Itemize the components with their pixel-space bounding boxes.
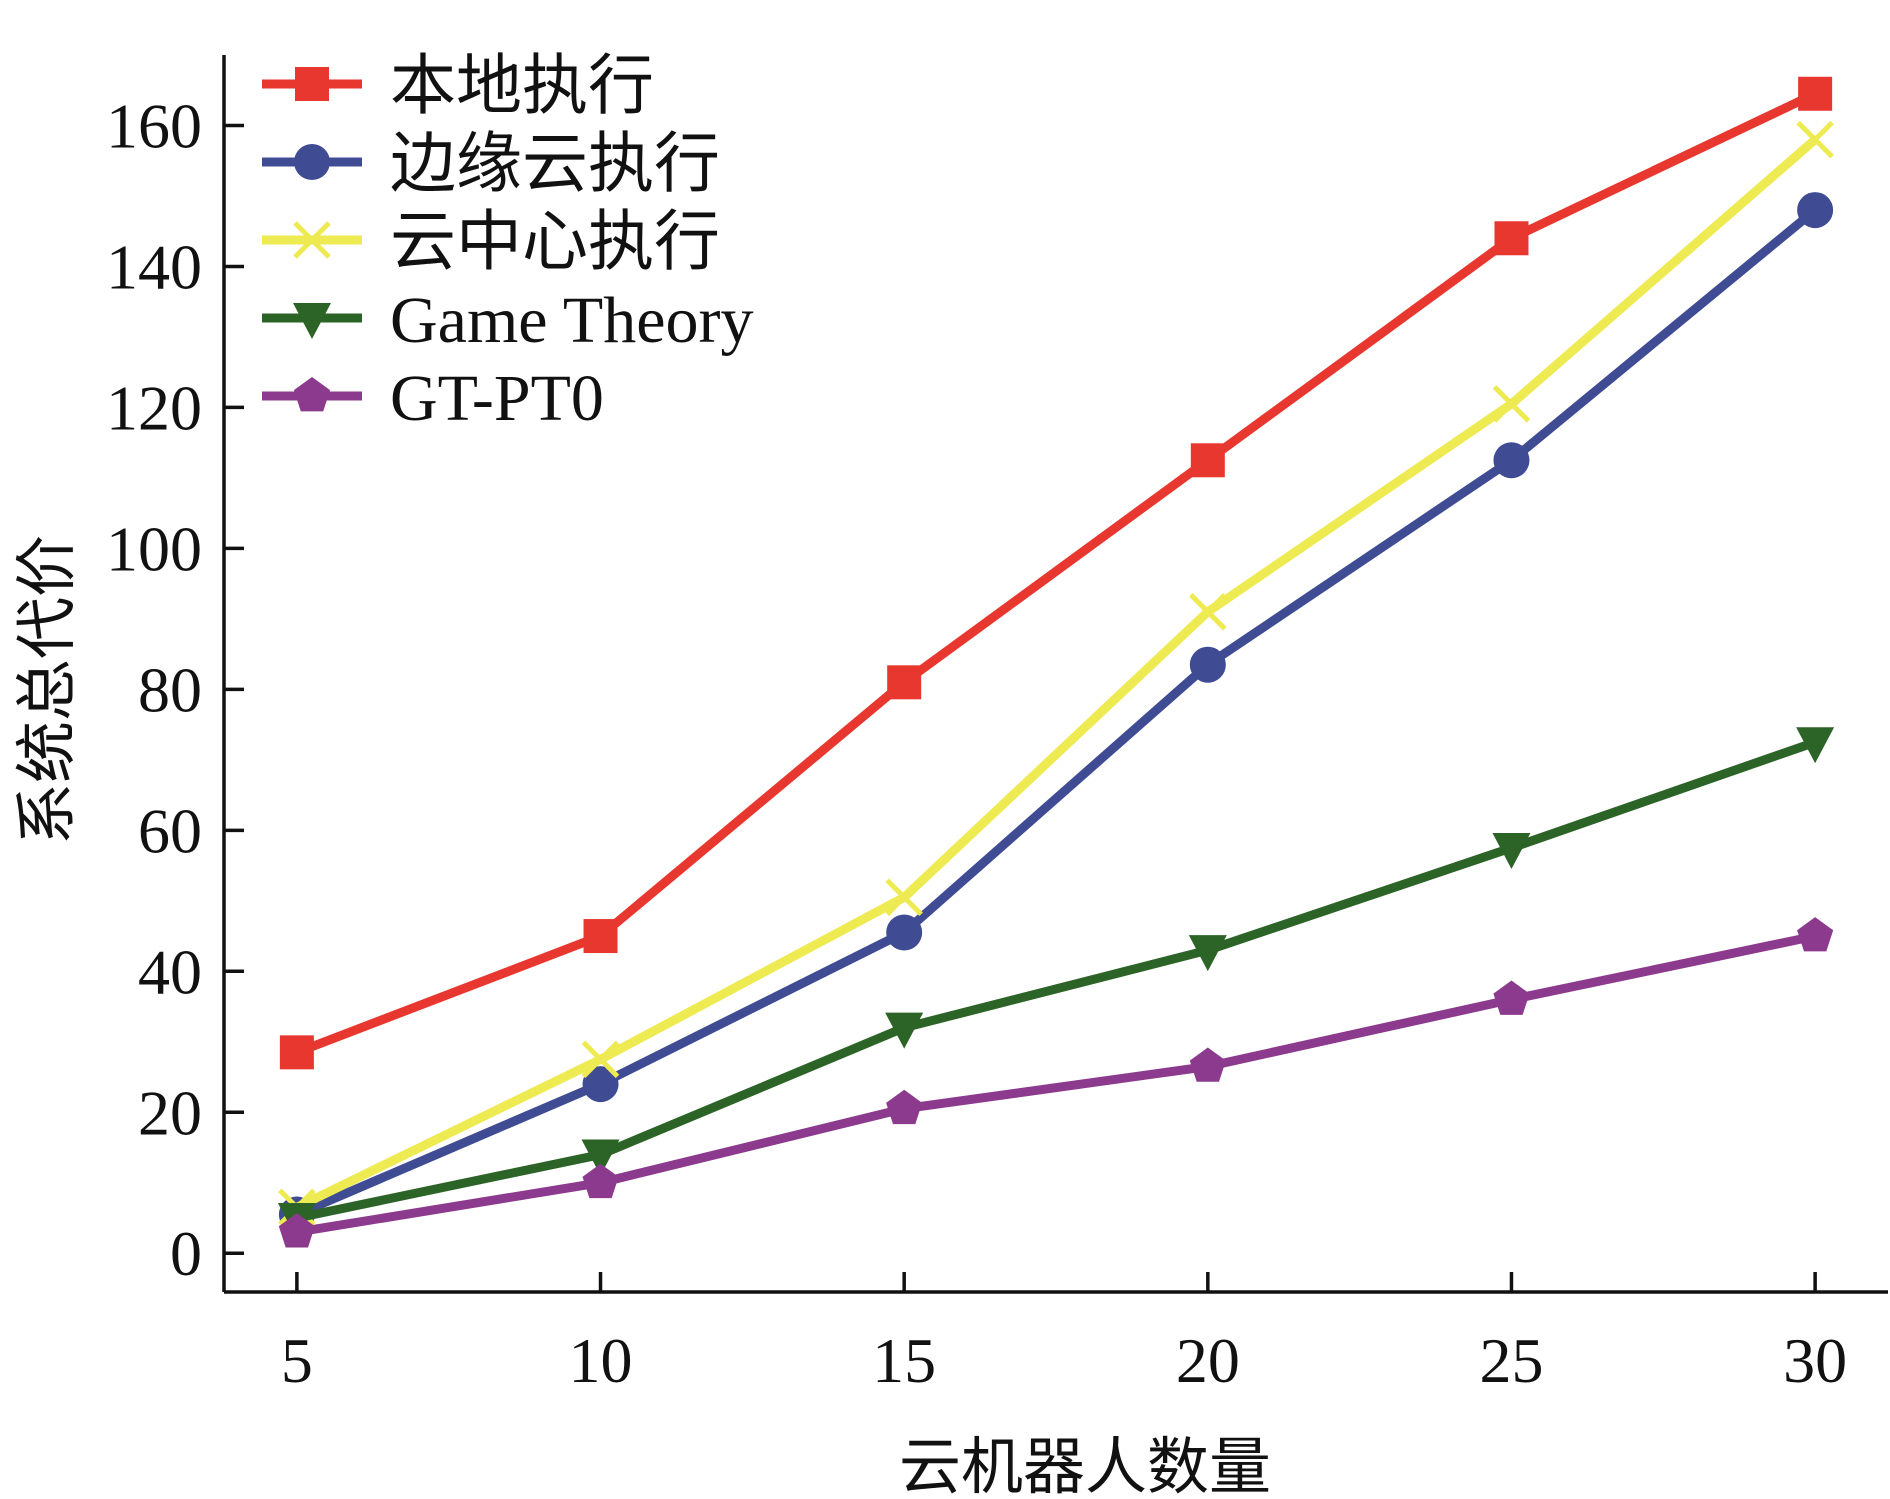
legend-label: 本地执行	[390, 50, 654, 123]
data-point	[1492, 832, 1531, 869]
data-point	[1796, 120, 1834, 159]
y-tick-label: 60	[138, 795, 202, 866]
data-point	[1797, 192, 1834, 229]
legend-marker-stroke	[293, 221, 331, 259]
y-tick-label: 20	[138, 1077, 202, 1148]
data-point	[885, 878, 923, 917]
series-line	[294, 136, 1819, 1212]
data-point-stroke	[1796, 120, 1834, 159]
y-tick-label: 160	[106, 90, 202, 161]
legend-marker	[293, 377, 331, 412]
data-point	[1492, 385, 1531, 423]
legend-item: 边缘云执行	[262, 128, 720, 201]
legend-label: Game Theory	[390, 284, 753, 357]
data-point	[582, 1163, 619, 1199]
legend-marker	[294, 144, 330, 180]
series-line	[295, 737, 1817, 1223]
x-tick-label: 20	[1176, 1325, 1240, 1396]
y-tick-label: 40	[138, 936, 202, 1007]
series-line	[295, 89, 1818, 1057]
data-point	[1188, 935, 1227, 972]
data-point	[1493, 980, 1530, 1015]
y-tick-label: 0	[170, 1218, 202, 1289]
y-tick-label: 140	[106, 231, 202, 302]
y-axis-title: 系统总代价	[10, 535, 83, 845]
x-tick-label: 15	[872, 1325, 936, 1396]
data-point	[1189, 593, 1227, 631]
data-point	[278, 1213, 315, 1248]
data-point	[1190, 443, 1225, 478]
data-point	[581, 1040, 620, 1079]
x-tick-label: 25	[1479, 1325, 1543, 1396]
data-point-stroke	[581, 1040, 620, 1079]
data-point	[886, 914, 923, 951]
legend-marker	[293, 303, 331, 339]
series-line	[295, 206, 1818, 1219]
legend-label: GT-PT0	[390, 362, 604, 435]
data-point	[1494, 221, 1529, 256]
x-tick-label: 10	[569, 1325, 633, 1396]
legend-marker	[293, 221, 331, 259]
data-point	[887, 665, 922, 700]
legend-label: 云中心执行	[390, 206, 720, 279]
legend-marker	[295, 67, 329, 101]
series-5	[278, 917, 1834, 1248]
data-point	[885, 1012, 924, 1049]
data-point	[581, 1139, 620, 1176]
x-axis-title: 云机器人数量	[899, 1430, 1271, 1499]
data-point	[1189, 1047, 1226, 1082]
data-point	[583, 919, 618, 954]
data-point-stroke	[1189, 593, 1227, 631]
data-point	[1798, 76, 1833, 111]
data-point	[582, 1066, 619, 1103]
legend-label: 边缘云执行	[390, 128, 720, 201]
data-point	[1797, 917, 1834, 952]
data-point	[279, 1035, 314, 1070]
legend-item: 云中心执行	[262, 206, 720, 279]
data-point-stroke	[1492, 385, 1531, 423]
data-point	[1493, 442, 1530, 479]
x-tick-label: 5	[281, 1325, 313, 1396]
series-line	[296, 931, 1817, 1237]
data-point	[1189, 646, 1226, 683]
legend-item: 本地执行	[262, 50, 654, 123]
plot-area	[277, 76, 1835, 1248]
y-tick-label: 120	[106, 372, 202, 443]
data-point-stroke	[885, 878, 923, 917]
data-point	[1796, 727, 1835, 764]
legend-item: Game Theory	[262, 284, 753, 357]
series-1	[279, 76, 1833, 1070]
y-tick-label: 100	[106, 513, 202, 584]
x-tick-label: 30	[1783, 1325, 1847, 1396]
axes: 0 20 40 60 80 100 120 140 160 5 10 15 20 25 30	[106, 55, 1888, 1396]
legend-item: GT-PT0	[262, 362, 604, 435]
data-point	[886, 1089, 923, 1125]
y-tick-label: 80	[138, 654, 202, 725]
